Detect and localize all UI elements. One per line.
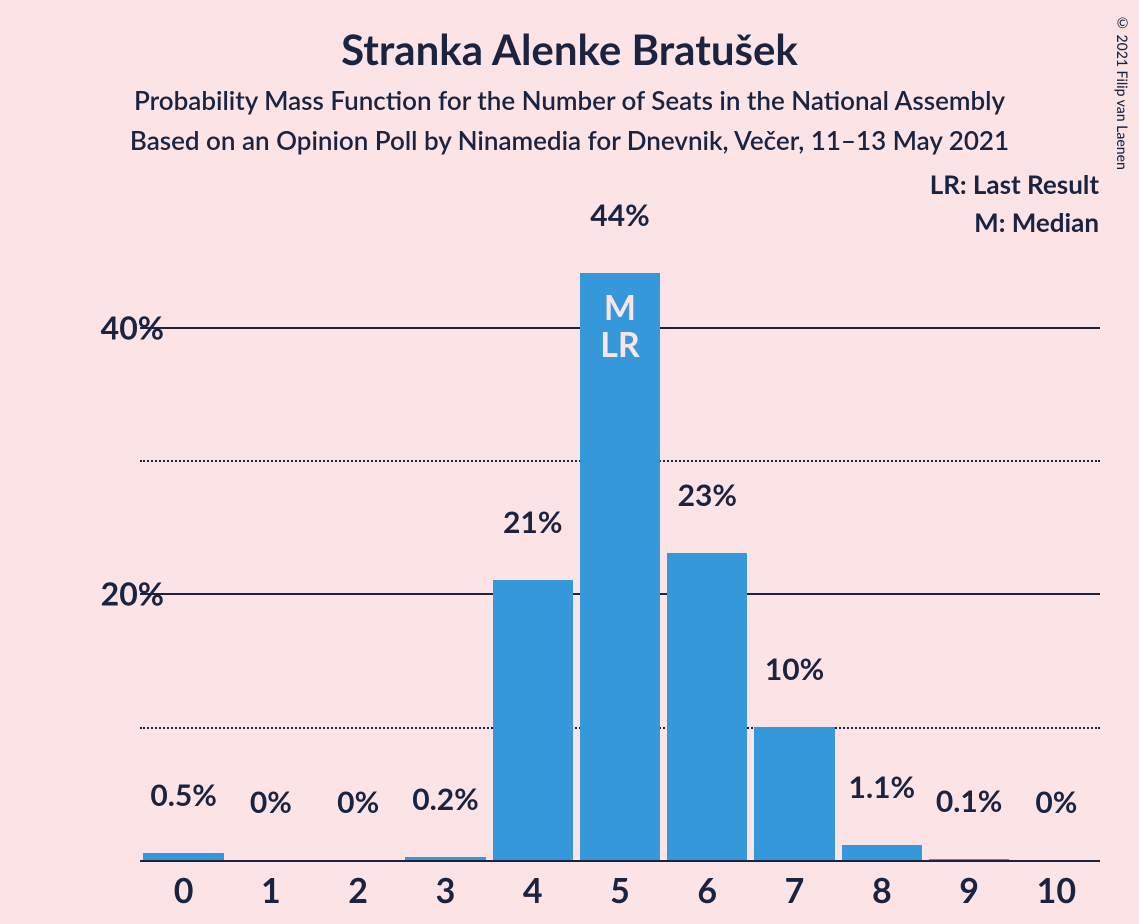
chart-subtitle-1: Probability Mass Function for the Number…: [0, 84, 1139, 116]
bar-value-label: 44%: [590, 197, 649, 233]
legend-item-lr: LR: Last Result: [930, 168, 1099, 200]
y-tick-label: 20%: [101, 574, 164, 613]
bar-value-label: 1.1%: [849, 769, 916, 805]
bar-value-label: 0%: [1035, 784, 1077, 820]
x-tick-label: 6: [697, 870, 717, 911]
x-tick-label: 10: [1037, 870, 1076, 911]
x-tick-label: 7: [785, 870, 805, 911]
y-tick-label: 40%: [101, 307, 164, 346]
bar-value-label: 21%: [503, 504, 562, 540]
x-tick-label: 0: [174, 870, 194, 911]
x-tick-label: 5: [610, 870, 630, 911]
legend-item-median: M: Median: [974, 206, 1099, 238]
x-tick-label: 2: [348, 870, 368, 911]
chart-subtitle-2: Based on an Opinion Poll by Ninamedia fo…: [0, 124, 1139, 156]
x-tick-label: 1: [261, 870, 281, 911]
bar: [842, 845, 922, 860]
bar: [667, 553, 747, 860]
copyright-text: © 2021 Filip van Laenen: [1114, 14, 1131, 170]
bar: [143, 853, 223, 860]
bar-value-label: 0.2%: [412, 781, 479, 817]
chart-container: Stranka Alenke Bratušek Probability Mass…: [0, 0, 1139, 924]
bar-value-label: 0.5%: [150, 777, 217, 813]
x-tick-label: 4: [523, 870, 543, 911]
x-tick-label: 9: [959, 870, 979, 911]
bar-inner-label: MLR: [600, 289, 640, 364]
x-axis-line: [140, 860, 1100, 862]
plot-area: 0.5%0%0%0.2%21%44%MLR23%10%1.1%0.1%0%: [140, 260, 1100, 860]
bar: [493, 580, 573, 860]
bar-value-label: 10%: [765, 651, 824, 687]
bar-value-label: 0.1%: [936, 783, 1003, 819]
x-tick-label: 3: [436, 870, 456, 911]
bar: [754, 727, 834, 860]
x-tick-label: 8: [872, 870, 892, 911]
chart-title: Stranka Alenke Bratušek: [0, 24, 1139, 74]
bar-value-label: 0%: [250, 784, 292, 820]
bar-value-label: 23%: [678, 477, 737, 513]
bar-value-label: 0%: [337, 784, 379, 820]
